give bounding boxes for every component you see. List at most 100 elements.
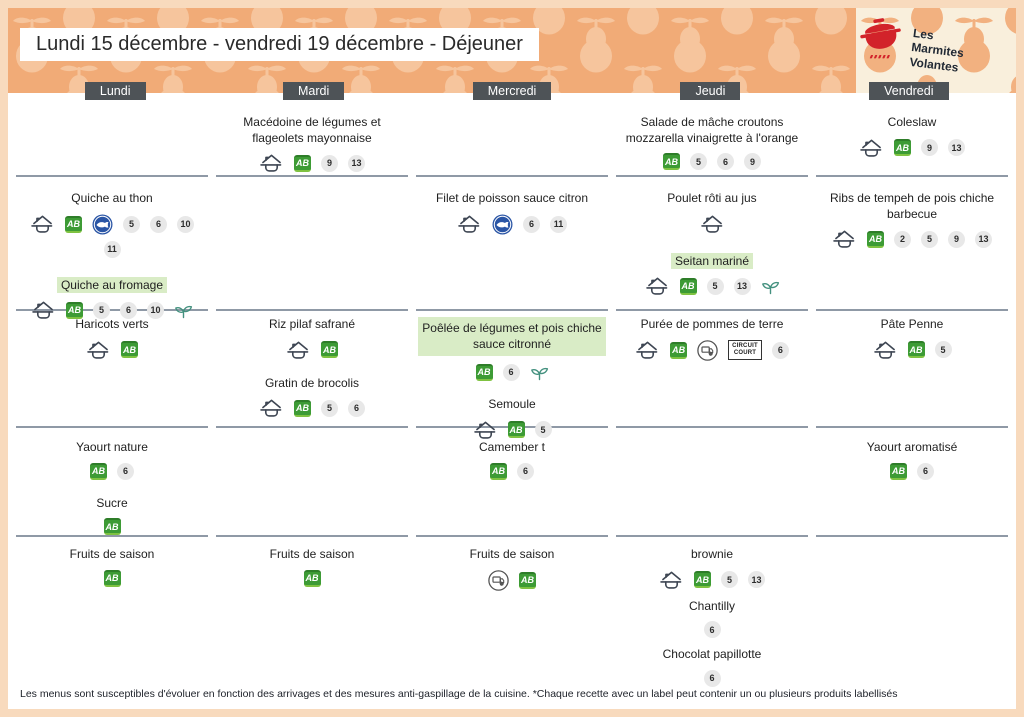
menu-item-label: Yaourt nature	[18, 440, 206, 456]
ab-organic-icon: AB	[519, 571, 536, 589]
menu-item-text: Quiche au fromage	[56, 276, 168, 293]
allergen-badge: 5	[690, 153, 707, 171]
badge-row: AB 6	[818, 462, 1006, 480]
row-main	[216, 177, 408, 311]
menu-item-text: Coleslaw	[887, 115, 937, 129]
day-header-row: Lundi Mardi Mercredi Jeudi Vendredi	[16, 82, 1008, 100]
badge-row: AB 6	[18, 462, 206, 480]
badge-row: AB 5	[818, 340, 1006, 360]
badge-row: AB 9 13	[818, 138, 1006, 158]
menu-item-label: Quiche au fromage	[18, 276, 206, 294]
ab-organic-icon: AB	[490, 462, 507, 480]
allergen-badge: 6	[771, 341, 789, 359]
allergen-badge: 5	[921, 230, 938, 248]
badge-row: AB	[18, 518, 206, 536]
menu-item-label: Ribs de tempeh de pois chiche barbecue	[818, 191, 1006, 222]
badge-row: AB 5 6 10 11	[18, 214, 206, 258]
allergen-badge: 6	[523, 215, 540, 233]
badge-row: AB 5	[418, 420, 606, 440]
ab-organic-icon: AB	[66, 301, 83, 319]
ab-organic-icon: AB	[294, 399, 311, 417]
menu-item-text: Pâte Penne	[880, 317, 944, 331]
menu-item-text: Fruits de saison	[269, 547, 355, 561]
allergen-badge: 10	[177, 215, 194, 233]
vegan-leaf-icon	[761, 277, 780, 295]
menu-item: Salade de mâche croutons mozzarella vina…	[618, 115, 806, 171]
ab-organic-icon: AB	[670, 341, 688, 359]
day-column-mardi: Macédoine de légumes et flageolets mayon…	[216, 93, 408, 687]
allergen-badge: 9	[921, 139, 938, 157]
fait-maison-icon	[635, 340, 660, 360]
allergen-badge: 6	[348, 399, 365, 417]
fait-maison-icon	[832, 229, 857, 249]
menu-item: Haricots verts AB	[18, 317, 206, 360]
menu-item: Chocolat papillotte 6	[618, 647, 806, 687]
fait-maison-icon	[859, 138, 884, 158]
ab-organic-icon: AB	[890, 462, 907, 480]
allergen-badge: 6	[120, 301, 137, 319]
ab-organic-icon: AB	[90, 462, 107, 480]
menu-item-text: brownie	[690, 547, 734, 561]
menu-item-label: Filet de poisson sauce citron	[418, 191, 606, 207]
fait-maison-icon	[31, 300, 56, 320]
allergen-badge: 6	[703, 621, 721, 639]
allergen-badge: 6	[502, 363, 520, 381]
day-header-mercredi: Mercredi	[472, 82, 552, 100]
badge-row: AB	[18, 569, 206, 587]
circuit-court-text: CIRCUIT	[732, 342, 758, 349]
fait-maison-icon	[457, 214, 482, 234]
allergen-badge: 5	[534, 421, 552, 439]
menu-item-text: Haricots verts	[75, 317, 149, 331]
menu-item-label: Fruits de saison	[18, 547, 206, 563]
day-column-mercredi: Filet de poisson sauce citron 6 11 Poêlée d…	[416, 93, 608, 687]
day-header-cell: Lundi	[16, 82, 214, 100]
badge-row: AB 2 5 9 13	[818, 229, 1006, 249]
ab-organic-icon: AB	[694, 571, 711, 589]
menu-item-label: Poulet rôti au jus	[618, 191, 806, 207]
allergen-badge: 5	[721, 571, 738, 589]
fait-maison-icon	[30, 214, 55, 234]
day-header-lundi: Lundi	[84, 82, 146, 100]
menu-item-text: Chantilly	[688, 598, 736, 613]
allergen-badge: 5	[321, 399, 338, 417]
ab-organic-icon: AB	[907, 341, 925, 359]
badge-row: AB	[18, 340, 206, 360]
allergen-badge: 5	[706, 277, 724, 295]
allergen-badge: 6	[917, 462, 934, 480]
menu-item: Yaourt aromatisé AB 6	[818, 440, 1006, 480]
fait-maison-icon	[473, 420, 498, 440]
badge-row: 6 11	[418, 214, 606, 235]
menu-item: Fruits de saison AB	[18, 547, 206, 587]
row-main: Quiche au thon AB 5 6 10 11 Quiche au fromage A…	[16, 177, 208, 319]
menu-item-text: Semoule	[488, 397, 536, 412]
menu-item: Pâte Penne AB 5	[818, 317, 1006, 360]
badge-row	[618, 214, 806, 234]
menu-item-label: Seitan mariné	[618, 252, 806, 270]
badge-row: 6	[618, 669, 806, 687]
menu-item-label: Sucre	[18, 496, 206, 512]
menu-item: Quiche au fromage AB 5 6 10	[18, 276, 206, 321]
day-header-mardi: Mardi	[282, 82, 345, 100]
menu-item: Poulet rôti au jus	[618, 191, 806, 234]
day-header-cell: Mercredi	[413, 82, 611, 100]
menu-item-text: Poulet rôti au jus	[667, 191, 757, 205]
row-dairy	[216, 428, 408, 537]
menu-item-label: Fruits de saison	[218, 547, 406, 563]
fait-maison-icon	[645, 276, 670, 296]
ab-organic-icon: AB	[867, 230, 884, 248]
footer-note: Les menus sont susceptibles d'évoluer en…	[20, 688, 898, 700]
menu-item: Semoule AB 5	[418, 397, 606, 440]
badge-row: AB 5 6 10	[18, 300, 206, 320]
row-main: Ribs de tempeh de pois chiche barbecue AB…	[816, 177, 1008, 311]
menu-item-label: Yaourt aromatisé	[818, 440, 1006, 456]
badge-row: AB 6	[418, 462, 606, 480]
badge-row: 6	[618, 621, 806, 639]
badge-row: AB CIRCUIT COURT 6	[618, 339, 806, 361]
fait-maison-icon	[86, 340, 111, 360]
logo-background	[856, 8, 1016, 93]
allergen-badge: 6	[717, 153, 734, 171]
menu-item-label: Quiche au thon	[18, 191, 206, 207]
ab-organic-icon: AB	[475, 363, 493, 381]
row-dessert: Fruits de saison AB	[16, 537, 208, 687]
row-starter	[416, 93, 608, 177]
